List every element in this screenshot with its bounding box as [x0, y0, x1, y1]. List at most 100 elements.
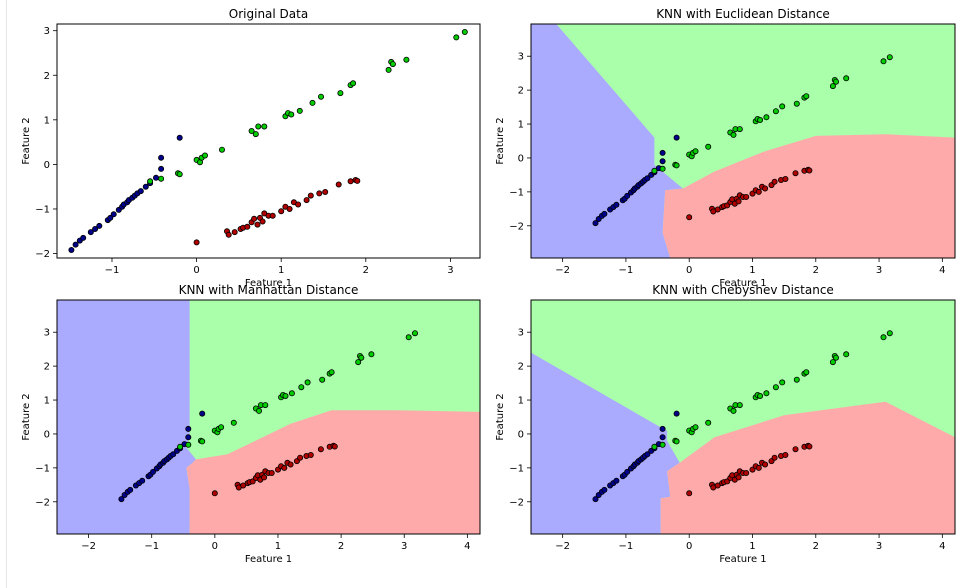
point-green [389, 61, 396, 68]
point-blue [110, 211, 117, 218]
point-red [735, 198, 742, 205]
region-blue [531, 352, 680, 534]
point-blue [199, 410, 206, 417]
point-blue [137, 188, 144, 195]
x-tick-label: 1 [749, 265, 755, 276]
x-tick-label: 2 [813, 541, 819, 552]
point-red [303, 197, 310, 204]
point-red [771, 178, 778, 185]
point-blue [673, 410, 680, 417]
chart-title: Original Data [229, 7, 308, 21]
point-red [782, 451, 789, 458]
chart-title: KNN with Euclidean Distance [656, 7, 830, 21]
point-green [833, 78, 840, 85]
point-blue [158, 154, 165, 161]
point-green [288, 111, 295, 118]
point-red [281, 464, 288, 471]
point-blue [644, 175, 651, 182]
point-blue [118, 496, 125, 503]
point-green [298, 384, 305, 391]
y-tick-label: −2 [509, 497, 524, 508]
point-green [651, 443, 658, 450]
point-green [296, 107, 303, 114]
point-green [803, 369, 810, 376]
point-blue [68, 246, 75, 253]
point-red [287, 461, 294, 468]
point-green [309, 99, 316, 106]
point-blue [624, 192, 631, 199]
y-tick-label: −1 [509, 187, 524, 198]
y-tick-label: 3 [518, 328, 524, 339]
point-blue [659, 434, 666, 441]
point-green [385, 66, 392, 73]
point-green [176, 171, 183, 178]
point-green [757, 392, 764, 399]
y-tick-label: 2 [44, 71, 50, 82]
point-blue [673, 134, 680, 141]
point-green [262, 402, 269, 409]
point-blue [87, 229, 94, 236]
point-green [337, 90, 344, 97]
point-blue [72, 241, 79, 248]
point-blue [127, 486, 134, 493]
x-tick-label: −2 [555, 541, 570, 552]
x-tick-label: −1 [619, 265, 634, 276]
point-red [322, 188, 329, 195]
chart-title: KNN with Chebyshev Distance [652, 283, 834, 297]
x-tick-label: 3 [401, 541, 407, 552]
point-green [829, 359, 836, 366]
point-green [177, 443, 184, 450]
x-tick-label: 2 [813, 265, 819, 276]
point-green [886, 330, 893, 337]
point-red [286, 205, 293, 212]
point-green [328, 369, 335, 376]
point-green [411, 330, 418, 337]
point-green [673, 162, 680, 169]
point-red [307, 451, 314, 458]
point-green [355, 359, 362, 366]
point-green [255, 123, 262, 130]
x-tick-label: 1 [749, 541, 755, 552]
x-tick-label: 1 [278, 265, 284, 276]
point-green [405, 334, 412, 341]
point-red [259, 218, 266, 225]
subplot-knn-euclidean: −2 −1 0 1 2 3 4 −2 −1 0 1 2 3 KNN with Euclidean Dist… [495, 7, 956, 289]
y-tick-label: 0 [518, 429, 524, 440]
x-tick-label: −1 [105, 265, 120, 276]
point-green [736, 402, 743, 409]
point-blue [139, 477, 146, 484]
point-blue [158, 165, 165, 172]
point-blue [185, 434, 192, 441]
y-tick-label: 0 [44, 160, 50, 171]
point-green [843, 351, 850, 358]
point-green [218, 146, 225, 153]
point-red [762, 461, 769, 468]
y-tick-label: −2 [35, 249, 50, 260]
point-blue [107, 214, 114, 221]
point-green [453, 34, 460, 41]
point-blue [176, 134, 183, 141]
axes-frame [56, 23, 481, 259]
point-red [686, 490, 693, 497]
region-red [662, 134, 955, 258]
point-green [255, 407, 262, 414]
x-tick-label: 2 [338, 541, 344, 552]
point-red [743, 469, 750, 476]
point-red [354, 177, 361, 184]
point-green [368, 351, 375, 358]
x-axis-label: Feature 1 [719, 554, 766, 565]
point-green [772, 108, 779, 115]
point-red [735, 474, 742, 481]
point-green [659, 165, 666, 172]
y-tick-label: 0 [518, 153, 524, 164]
point-red [193, 239, 200, 246]
point-green [880, 334, 887, 341]
x-tick-label: −1 [619, 541, 634, 552]
point-blue [149, 468, 156, 475]
point-green [779, 103, 786, 110]
point-red [268, 469, 275, 476]
x-tick-label: 0 [193, 265, 199, 276]
point-red [755, 188, 762, 195]
y-tick-label: 1 [44, 115, 50, 126]
x-tick-label: 0 [212, 541, 218, 552]
